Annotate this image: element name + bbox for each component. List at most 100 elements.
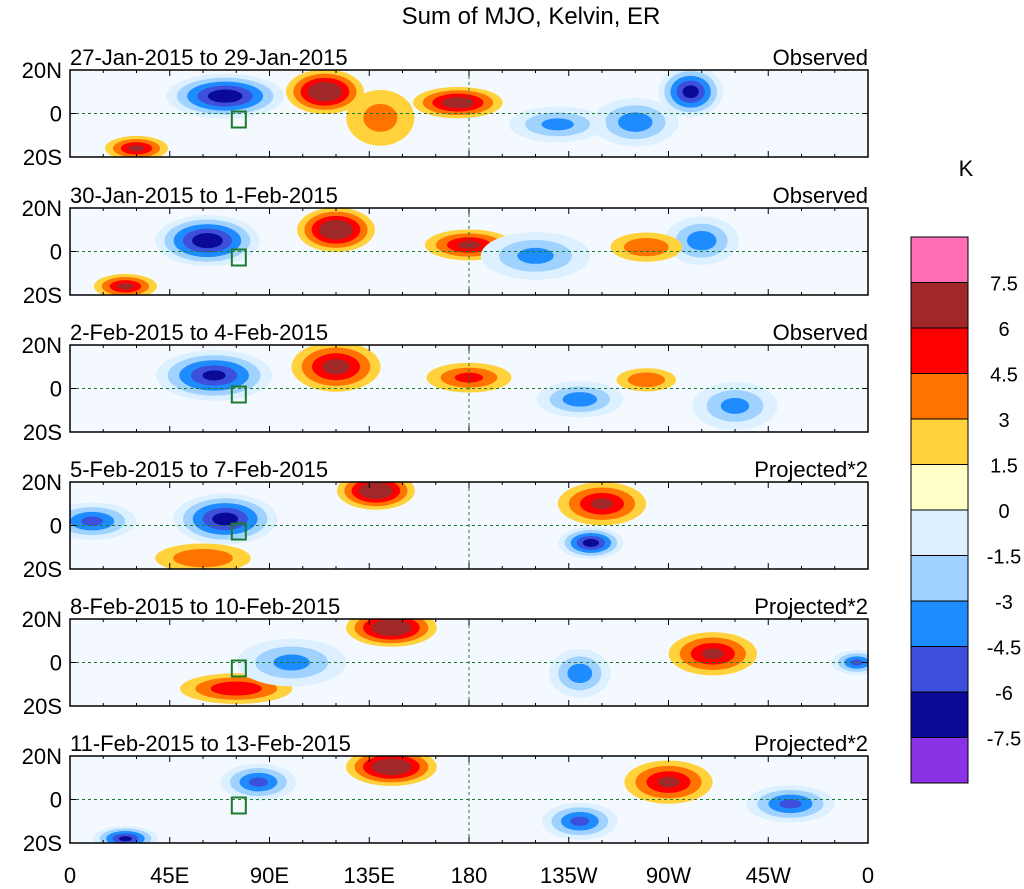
panel-type-label: Projected*2 [754, 457, 868, 482]
colorbar-swatch [910, 646, 969, 693]
panel-type-label: Observed [773, 183, 868, 208]
panel-period-label: 2-Feb-2015 to 4-Feb-2015 [70, 320, 328, 345]
colorbar-swatch [910, 327, 969, 374]
panel-period-label: 11-Feb-2015 to 13-Feb-2015 [70, 731, 351, 756]
contour-level [570, 816, 590, 826]
contour-level [590, 498, 614, 510]
anomaly-blob [610, 232, 683, 262]
contour-level [326, 224, 346, 236]
anomaly-blob [548, 649, 611, 698]
contour-level [623, 237, 669, 257]
anomaly-field [104, 70, 724, 157]
panel-type-label: Observed [773, 320, 868, 345]
contour-level [380, 762, 403, 772]
anomaly-blob [93, 273, 157, 295]
colorbar-label: -1.5 [987, 547, 1021, 569]
x-tick-label: 135E [344, 863, 395, 888]
x-tick-label: 180 [451, 863, 488, 888]
chart-title: Sum of MJO, Kelvin, ER [402, 3, 661, 30]
y-tick-label: 0 [50, 651, 62, 676]
anomaly-blob [658, 70, 724, 118]
anomaly-blob [156, 350, 273, 401]
anomaly-blob [692, 382, 778, 430]
contour-level [720, 397, 750, 414]
panel-6: 20N 0 20S 11-Feb-2015 to 13-Feb-2015 Project… [22, 731, 869, 856]
y-tick-label: 0 [50, 377, 62, 402]
colorbar-swatch [910, 282, 969, 329]
contour-level [207, 89, 243, 103]
anomaly-blob [668, 632, 757, 676]
anomaly-blob [616, 368, 677, 392]
y-tick-label: 20S [23, 283, 62, 308]
colorbar-swatch [910, 464, 969, 511]
contour-level [567, 663, 593, 684]
panel-type-label: Observed [773, 45, 868, 70]
colorbar-label: 3 [998, 410, 1009, 432]
region-box [230, 659, 247, 678]
colorbar-label: 1.5 [990, 456, 1018, 478]
contour-level [686, 230, 717, 251]
contour-level [517, 247, 554, 264]
anomaly-blob [346, 619, 437, 647]
colorbar-swatch [910, 691, 969, 738]
colorbar-label: 4.5 [990, 365, 1018, 387]
y-tick-label: 20N [22, 196, 62, 221]
panel-1: 20N 0 20S 27-Jan-2015 to 29-Jan-2015 Observe… [22, 45, 869, 170]
x-tick-label: 0 [64, 863, 76, 888]
contour-level [441, 97, 474, 109]
colorbar-swatch [910, 737, 969, 784]
colorbar-units: K [959, 156, 974, 181]
anomaly-blob [166, 73, 284, 119]
region-box [230, 385, 247, 404]
colorbar-label: 7.5 [990, 274, 1018, 296]
contour-level [173, 548, 233, 568]
anomaly-field [93, 208, 739, 295]
colorbar-swatch [910, 600, 969, 647]
x-tick-label: 135W [540, 863, 598, 888]
x-tick-label: 45E [150, 863, 189, 888]
contour-level [701, 648, 724, 660]
y-tick-label: 20N [22, 744, 62, 769]
contour-level [128, 145, 145, 152]
anomaly-blob [557, 482, 647, 526]
anomaly-field [70, 482, 647, 569]
contour-level [562, 392, 598, 407]
anomaly-blob [542, 802, 618, 840]
colorbar-label: -7.5 [987, 729, 1021, 751]
anomaly-blob [173, 493, 278, 545]
y-tick-label: 20S [23, 831, 62, 856]
panel-5: 20N 0 20S 8-Feb-2015 to 10-Feb-2015 Projecte… [22, 594, 869, 719]
x-tick-label: 45W [746, 863, 791, 888]
anomaly-blob [336, 482, 415, 510]
anomaly-blob [220, 763, 297, 801]
contour-level [779, 799, 802, 809]
contour-level [248, 777, 268, 787]
colorbar-label: 0 [998, 501, 1009, 523]
anomaly-blob [286, 70, 364, 115]
contour-level [363, 103, 398, 132]
panel-3: 20N 0 20S 2-Feb-2015 to 4-Feb-2015 Observed [22, 320, 869, 445]
panel-period-label: 30-Jan-2015 to 1-Feb-2015 [70, 183, 338, 208]
anomaly-blob [413, 86, 503, 119]
y-tick-label: 20S [23, 145, 62, 170]
x-tick-label: 90W [646, 863, 691, 888]
contour-level [380, 622, 403, 633]
contour-level [192, 233, 223, 249]
anomaly-blob [346, 90, 415, 146]
x-tick-label: 90E [250, 863, 289, 888]
colorbar-label: 6 [998, 319, 1009, 341]
contour-level [366, 485, 386, 496]
y-tick-label: 0 [50, 102, 62, 127]
x-axis: 0 45E 90E 135E 180 135W 90W 45W 0 [64, 863, 874, 888]
anomaly-field [180, 619, 868, 704]
panels: 20N 0 20S 27-Jan-2015 to 29-Jan-2015 Observe… [22, 45, 869, 856]
contour-level [582, 538, 600, 547]
anomaly-blob [664, 216, 739, 265]
colorbar-label: -3 [995, 592, 1013, 614]
colorbar-swatch [910, 555, 969, 602]
panel-4: 20N 0 20S 5-Feb-2015 to 7-Feb-2015 Projected… [22, 457, 869, 582]
contour-level [617, 112, 653, 132]
y-tick-label: 20S [23, 694, 62, 719]
contour-level [212, 512, 239, 526]
